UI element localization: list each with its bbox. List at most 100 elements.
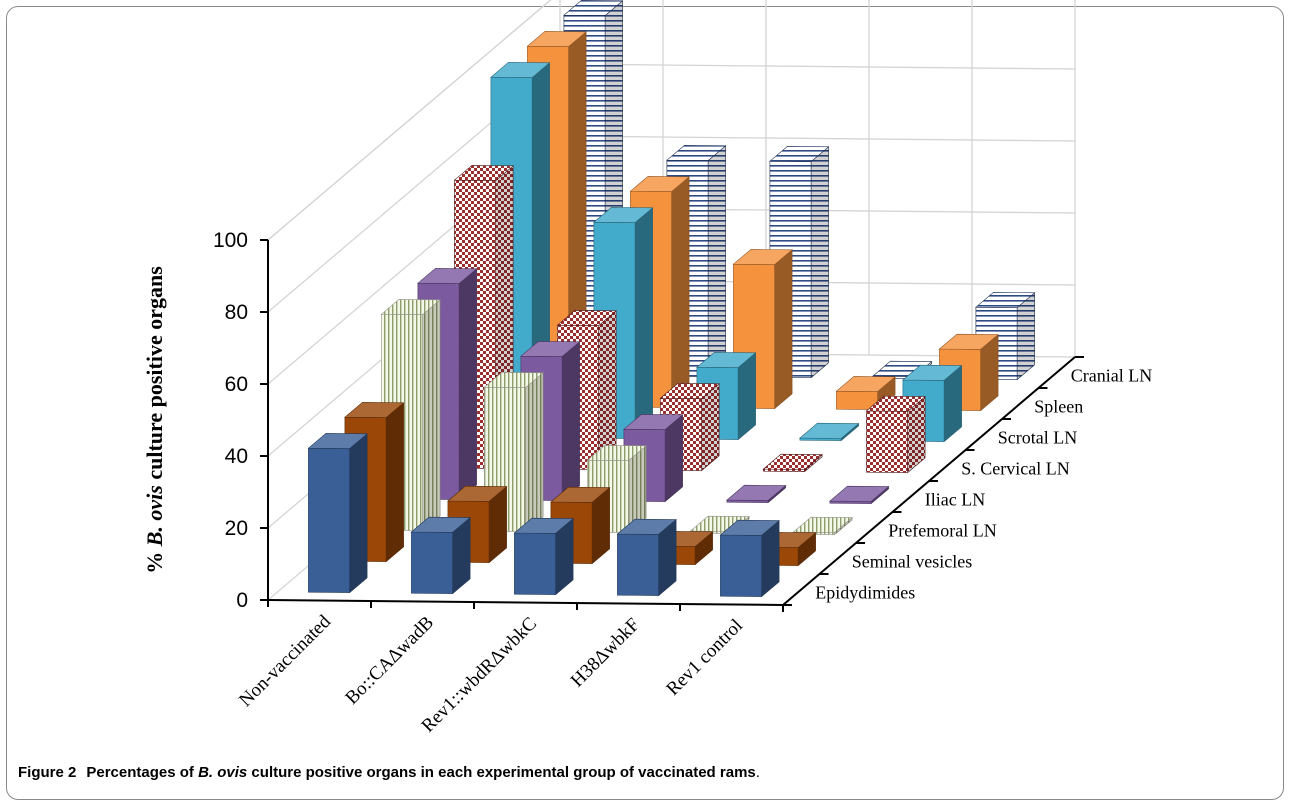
series-label-4: S. Cervical LN — [961, 459, 1069, 479]
bar-top — [902, 364, 963, 381]
bar-side-shade — [422, 299, 441, 531]
bar-side — [385, 402, 404, 563]
y-tick-label-1: 20 — [225, 517, 248, 540]
bar-top — [344, 402, 405, 418]
bar-front — [308, 447, 350, 593]
series-label-1: Seminal vesicles — [852, 552, 972, 572]
bar-side-shade — [907, 396, 926, 473]
x-axis — [267, 599, 784, 606]
bar-side — [634, 207, 653, 440]
bar-side — [349, 433, 368, 594]
bar-top — [726, 484, 787, 501]
bar-side-shade — [628, 445, 647, 533]
bar-top — [938, 333, 999, 350]
caption-text-after: culture positive organs in each experime… — [247, 764, 756, 781]
bar-side-shade — [598, 310, 617, 470]
caption-text-before: Percentages of — [86, 764, 199, 781]
bar-top — [829, 485, 890, 502]
bar-epidydimides-0 — [307, 433, 368, 594]
bar-side-shade — [804, 454, 823, 472]
series-label-0: Epidydimides — [815, 583, 915, 603]
bar-top — [586, 445, 647, 461]
bar-front — [411, 531, 453, 594]
bar-side — [671, 176, 690, 409]
bar-side — [458, 268, 477, 501]
grid-side-top — [267, 0, 552, 241]
bar-front — [617, 533, 659, 596]
bar-cranial-ln-2 — [769, 146, 830, 379]
bar-top — [550, 486, 611, 503]
bar-side-shade — [811, 146, 829, 378]
bar-spleen-3 — [835, 376, 896, 411]
bar-top — [563, 0, 624, 16]
bar-front — [514, 532, 556, 595]
series-label-3: Iliac LN — [925, 490, 985, 510]
caption-text-italic: B. ovis — [198, 764, 248, 781]
bar-top — [453, 165, 514, 181]
bar-top — [792, 516, 853, 533]
y-tick-label-2: 40 — [225, 445, 248, 468]
bar-top — [526, 31, 587, 47]
bar-prefemoral-ln-1 — [483, 372, 544, 533]
bar-side-shade — [834, 517, 853, 535]
bar-iliac-ln-4 — [829, 485, 890, 505]
bar-side — [737, 352, 756, 441]
bar-top — [616, 518, 677, 535]
bar-s-cervical-ln-3 — [762, 453, 823, 473]
bar-epidydimides-1 — [410, 516, 471, 595]
bar-prefemoral-ln-4 — [792, 516, 853, 536]
bar-top — [410, 516, 471, 533]
bar-top — [513, 517, 574, 534]
bar-top — [659, 383, 720, 399]
axes — [260, 239, 1084, 612]
bar-scrotal-ln-3 — [799, 422, 860, 442]
bar-top — [666, 145, 727, 161]
bar-top — [490, 62, 551, 78]
y-axis-title: % B. ovis culture positive organs — [142, 266, 167, 574]
bar-epidydimides-2 — [513, 517, 574, 596]
bar-top — [520, 341, 581, 357]
bar-top — [417, 268, 478, 284]
bar-front — [866, 410, 908, 473]
bar-top — [307, 433, 368, 449]
bar-side-shade — [708, 145, 726, 377]
bar-iliac-ln-3 — [726, 484, 787, 504]
y-tick-label-0: 0 — [236, 589, 248, 612]
bar-top — [623, 414, 684, 430]
series-label-7: Cranial LN — [1071, 366, 1152, 386]
bar-front — [720, 534, 762, 597]
bar-side — [774, 249, 793, 410]
y-tick-label-3: 60 — [225, 373, 248, 396]
bar-side — [664, 414, 683, 503]
caption-end: . — [755, 764, 760, 781]
bar-top — [975, 292, 1036, 308]
bar-top — [556, 310, 617, 326]
bar-top — [483, 372, 544, 388]
category-label-4: Rev1 control — [662, 615, 747, 700]
bar-top — [865, 395, 926, 412]
y-tick-label-5: 100 — [213, 229, 248, 252]
bar-side — [561, 341, 580, 502]
bar-side-shade — [701, 383, 720, 471]
bar-epidydimides-3 — [616, 518, 677, 597]
bar-top — [835, 376, 896, 392]
category-label-2: Rev1::wbdRΔwbkC — [418, 613, 542, 737]
bar-top — [696, 352, 757, 368]
bar-top — [447, 485, 508, 502]
series-label-2: Prefemoral LN — [888, 521, 996, 541]
figure-number: Figure 2 — [18, 764, 77, 781]
bar-epidydimides-4 — [719, 519, 780, 598]
bar-side-shade — [1017, 292, 1035, 380]
category-label-3: H38ΔwbkF — [567, 614, 644, 691]
y-tick-label-4: 80 — [225, 301, 248, 324]
bar-top — [719, 519, 780, 536]
bar-top — [762, 453, 823, 470]
figure-caption: Figure 2 Percentages of B. ovis culture p… — [18, 764, 1258, 781]
series-label-5: Scrotal LN — [998, 428, 1077, 448]
bar-top — [593, 207, 654, 223]
series-label-6: Spleen — [1034, 397, 1083, 417]
bar-top — [799, 422, 860, 439]
bar-top — [732, 249, 793, 265]
bar-top — [769, 146, 830, 162]
bars — [307, 0, 1036, 598]
